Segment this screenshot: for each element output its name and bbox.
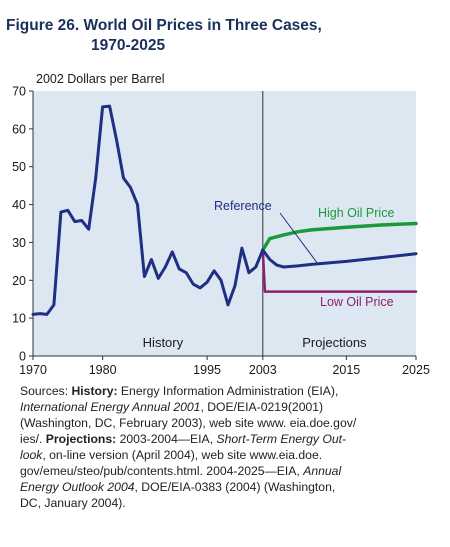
region-label-history: History bbox=[143, 335, 184, 350]
y-tick-label: 60 bbox=[12, 122, 26, 136]
sources-line: ies/. Projections: 2003-2004—EIA, Short-… bbox=[20, 431, 438, 447]
series-label-high-oil-price: High Oil Price bbox=[318, 206, 394, 220]
sources-text: ies/. bbox=[20, 432, 46, 446]
sources-text: , on-line version (April 2004), web site… bbox=[42, 448, 323, 462]
plot-area bbox=[33, 91, 416, 356]
y-tick-label: 10 bbox=[12, 312, 26, 326]
y-axis-label: 2002 Dollars per Barrel bbox=[36, 72, 165, 86]
series-line-high-oil-price bbox=[261, 221, 418, 252]
y-tick-label: 0 bbox=[19, 350, 26, 364]
region-label-projections: Projections bbox=[302, 335, 367, 350]
sources-line: gov/emeu/steo/pub/contents.html. 2004-20… bbox=[20, 463, 438, 479]
y-tick-label: 30 bbox=[12, 236, 26, 250]
x-tick-label: 2015 bbox=[332, 363, 360, 377]
figure-title-line-1: Figure 26. World Oil Prices in Three Cas… bbox=[6, 17, 322, 34]
sources-text: (Washington, DC, February 2003), web sit… bbox=[20, 416, 357, 430]
sources-text: Energy Information Administration (EIA), bbox=[117, 384, 339, 398]
reference-label-leader bbox=[279, 212, 319, 265]
sources-text: look bbox=[20, 448, 43, 462]
sources-text: 2003-2004—EIA, bbox=[116, 432, 217, 446]
y-tick-label: 40 bbox=[12, 198, 26, 212]
figure-title-line-2: 1970-2025 bbox=[91, 37, 166, 54]
x-tick-label: 2003 bbox=[249, 363, 277, 377]
sources-text: Sources: bbox=[20, 384, 72, 398]
y-tick-label: 50 bbox=[12, 160, 26, 174]
sources-text: Projections: bbox=[45, 432, 117, 446]
sources-text: Energy Outlook 2004 bbox=[20, 480, 135, 494]
sources-line: International Energy Annual 2001, DOE/EI… bbox=[20, 399, 438, 415]
sources-line: look, on-line version (April 2004), web … bbox=[20, 447, 438, 463]
sources-line: Sources: History: Energy Information Adm… bbox=[20, 383, 438, 399]
sources-text: Annual bbox=[303, 464, 342, 478]
x-tick-label: 1995 bbox=[193, 363, 221, 377]
sources-text: Short-Term Energy Out- bbox=[216, 432, 347, 446]
figure-title: Figure 26. World Oil Prices in Three Cas… bbox=[6, 16, 322, 56]
x-tick-label: 2025 bbox=[402, 363, 430, 377]
series-line-reference bbox=[261, 248, 418, 269]
oil-price-chart: 2002 Dollars per Barrel 0 10 20 30 40 50 60 70 19… bbox=[12, 72, 430, 377]
sources-text: History: bbox=[71, 384, 118, 398]
x-tick-label: 1980 bbox=[89, 363, 117, 377]
sources-line: Energy Outlook 2004, DOE/EIA-0383 (2004)… bbox=[20, 479, 438, 495]
series-label-reference: Reference bbox=[214, 199, 272, 213]
sources-note: Sources: History: Energy Information Adm… bbox=[20, 383, 438, 511]
y-tick-label: 20 bbox=[12, 274, 26, 288]
x-tick-label: 1970 bbox=[19, 363, 47, 377]
sources-text: International Energy Annual 2001 bbox=[20, 400, 201, 414]
sources-text: , DOE/EIA-0383 (2004) (Washington, bbox=[134, 480, 336, 494]
sources-line: DC, January 2004). bbox=[20, 495, 438, 511]
sources-text: , DOE/EIA-0219(2001) bbox=[200, 400, 324, 414]
sources-line: (Washington, DC, February 2003), web sit… bbox=[20, 415, 438, 431]
y-tick-label: 70 bbox=[12, 85, 26, 99]
series-line-history bbox=[31, 104, 265, 316]
series-line-low-oil-price bbox=[261, 248, 418, 293]
sources-text: gov/emeu/steo/pub/contents.html. 2004-20… bbox=[20, 464, 304, 478]
sources-text: DC, January 2004). bbox=[20, 496, 126, 510]
series-label-low-oil-price: Low Oil Price bbox=[320, 295, 394, 309]
